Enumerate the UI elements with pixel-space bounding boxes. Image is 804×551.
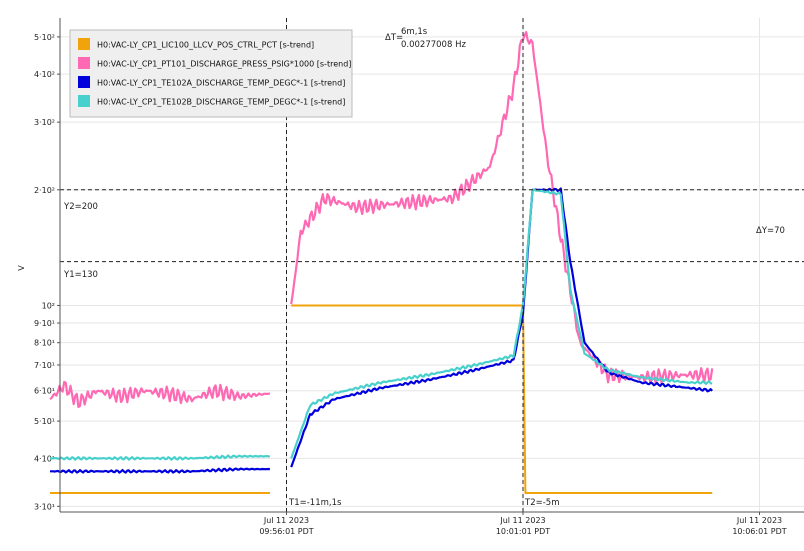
legend-swatch-0 bbox=[78, 38, 90, 50]
delta-y-label: ΔY=70 bbox=[756, 226, 785, 236]
y-tick-label-4: 7·10¹ bbox=[34, 361, 55, 370]
y-tick-label-3: 6·10¹ bbox=[34, 387, 55, 396]
y-tick-label-7: 10² bbox=[42, 301, 55, 310]
y-tick-label-6: 9·10¹ bbox=[34, 319, 55, 328]
y-tick-label-9: 3·10² bbox=[34, 118, 55, 127]
y2-cursor-label: Y2=200 bbox=[63, 202, 98, 212]
series-line-3 bbox=[49, 188, 713, 461]
cursor-lines bbox=[60, 18, 804, 512]
legend-items: H0:VAC-LY_CP1_LIC100_LLCV_POS_CTRL_PCT [… bbox=[78, 38, 351, 107]
legend-box bbox=[69, 29, 353, 118]
x-tick-label-line1-0: Jul 11 2023 bbox=[263, 516, 309, 525]
series-line-2 bbox=[50, 187, 713, 474]
series-line-0 bbox=[50, 304, 713, 494]
legend-label-0: H0:VAC-LY_CP1_LIC100_LLCV_POS_CTRL_PCT [… bbox=[97, 41, 314, 50]
legend: H0:VAC-LY_CP1_LIC100_LLCV_POS_CTRL_PCT [… bbox=[69, 29, 353, 118]
legend-label-1: H0:VAC-LY_CP1_PT101_DISCHARGE_PRESS_PSIG… bbox=[97, 60, 351, 69]
y-tick-label-2: 5·10¹ bbox=[34, 417, 55, 426]
t1-cursor-label: T1=-11m,1s bbox=[288, 498, 342, 508]
x-tick-label-line1-1: Jul 11 2023 bbox=[499, 516, 545, 525]
t2-cursor-label: T2=-5m bbox=[524, 498, 559, 508]
series-line-1 bbox=[49, 31, 714, 408]
x-tick-label-line1-2: Jul 11 2023 bbox=[736, 516, 782, 525]
x-axis-ticks: Jul 11 2023 09:56:01 PDT Jul 11 2023 10:01:… bbox=[259, 512, 787, 536]
legend-swatch-1 bbox=[78, 57, 90, 69]
x-tick-label-line2-2: 10:06:01 PDT bbox=[732, 527, 786, 536]
grid bbox=[60, 18, 804, 512]
x-tick-label-line2-1: 10:01:01 PDT bbox=[496, 527, 550, 536]
legend-swatch-2 bbox=[78, 76, 90, 88]
y1-cursor-label: Y1=130 bbox=[63, 270, 98, 280]
delta-t-frequency: 0.00277008 Hz bbox=[401, 40, 466, 50]
y-tick-label-8: 2·10² bbox=[34, 186, 55, 195]
x-tick-label-line2-0: 09:56:01 PDT bbox=[259, 527, 313, 536]
y-tick-label-5: 8·10¹ bbox=[34, 339, 55, 348]
legend-label-2: H0:VAC-LY_CP1_TE102A_DISCHARGE_TEMP_DEGC… bbox=[97, 79, 345, 88]
legend-swatch-3 bbox=[78, 95, 90, 107]
y-tick-label-11: 5·10² bbox=[34, 33, 55, 42]
series-lines bbox=[49, 31, 714, 494]
legend-label-3: H0:VAC-LY_CP1_TE102B_DISCHARGE_TEMP_DEGC… bbox=[97, 98, 345, 107]
y-tick-label-10: 4·10² bbox=[34, 70, 55, 79]
y-tick-label-1: 4·10¹ bbox=[34, 454, 55, 463]
y-tick-label-0: 3·10¹ bbox=[34, 502, 55, 511]
delta-t-value: 6m,1s bbox=[401, 27, 428, 37]
y-axis-label: V bbox=[17, 265, 26, 271]
delta-t-prefix: ΔT= bbox=[385, 33, 403, 43]
